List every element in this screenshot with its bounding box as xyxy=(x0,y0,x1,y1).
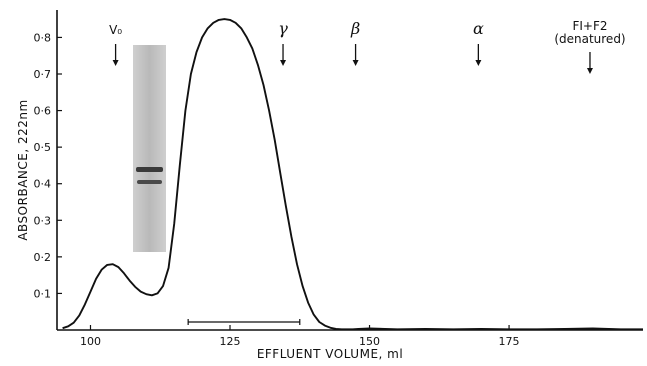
gel-lane xyxy=(133,45,166,252)
markers: V₀ γ β α FI+F2(denatured) xyxy=(109,19,626,74)
y-axis-title: ABSORBANCE, 222nm xyxy=(16,99,30,240)
x-ticks: 100 125 150 175 xyxy=(80,325,520,348)
gel-band-upper xyxy=(136,167,163,172)
gel-inset xyxy=(133,45,166,252)
x-tick-label: 150 xyxy=(359,335,380,348)
y-tick-label: 0·7 xyxy=(34,68,52,81)
marker-arrow-head xyxy=(352,60,359,66)
x-tick-label: 125 xyxy=(220,335,241,348)
marker-label: V₀ xyxy=(109,23,122,37)
y-tick-label: 0·3 xyxy=(34,214,52,227)
x-tick-label: 175 xyxy=(499,335,520,348)
marker-label: FI+F2 xyxy=(572,19,607,33)
gel-band-lower xyxy=(137,180,162,184)
marker-arrow-head xyxy=(586,68,593,74)
y-tick-label: 0·6 xyxy=(34,105,52,118)
y-ticks: 0·1 0·2 0·3 0·4 0·5 0·6 0·7 0·8 xyxy=(34,31,62,300)
marker-label: β xyxy=(350,19,360,38)
marker-arrow-head xyxy=(475,60,482,66)
marker-label: α xyxy=(473,19,484,38)
marker-sublabel: (denatured) xyxy=(554,32,625,46)
y-tick-label: 0·1 xyxy=(34,287,52,300)
x-tick-label: 100 xyxy=(80,335,101,348)
x-axis-title: EFFLUENT VOLUME, ml xyxy=(257,347,403,361)
y-tick-label: 0·4 xyxy=(34,178,52,191)
y-tick-label: 0·2 xyxy=(34,251,52,264)
absorbance-curve xyxy=(62,18,643,331)
y-tick-label: 0·8 xyxy=(34,31,52,44)
marker-arrow-head xyxy=(280,60,287,66)
marker-arrow-head xyxy=(112,60,119,66)
marker-label: γ xyxy=(278,19,288,38)
y-tick-label: 0·5 xyxy=(34,141,52,154)
